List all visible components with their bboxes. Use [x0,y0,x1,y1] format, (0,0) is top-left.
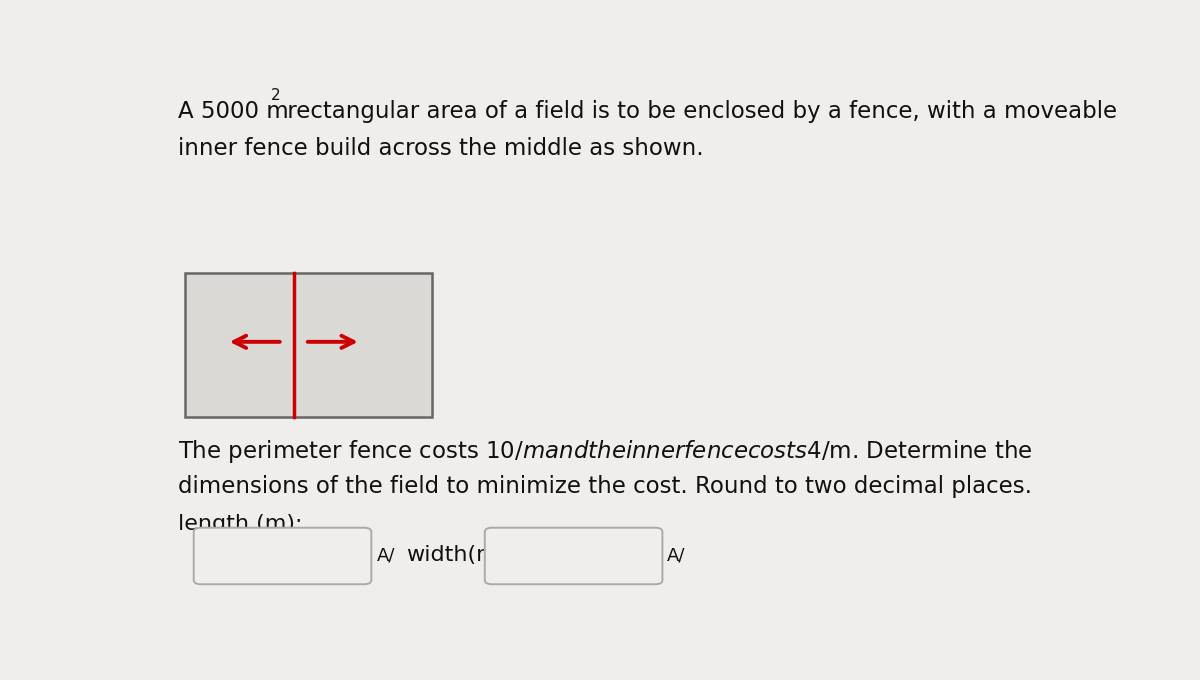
Text: length (m):: length (m): [178,513,302,534]
Text: A/: A/ [377,547,396,564]
FancyBboxPatch shape [193,528,371,584]
Text: rectangular area of a field is to be enclosed by a fence, with a moveable: rectangular area of a field is to be enc… [280,100,1117,123]
Text: width(m):: width(m): [406,545,514,566]
Text: inner fence build across the middle as shown.: inner fence build across the middle as s… [178,137,703,160]
Text: dimensions of the field to minimize the cost. Round to two decimal places.: dimensions of the field to minimize the … [178,475,1032,498]
Text: A/: A/ [667,547,685,564]
FancyBboxPatch shape [485,528,662,584]
Text: A 5000 m: A 5000 m [178,100,289,123]
Bar [185,273,432,417]
Text: The perimeter fence costs $10/m  and the inner fence costs $4/m. Determine the: The perimeter fence costs $10/m and the … [178,438,1032,464]
Text: 2: 2 [271,88,281,103]
